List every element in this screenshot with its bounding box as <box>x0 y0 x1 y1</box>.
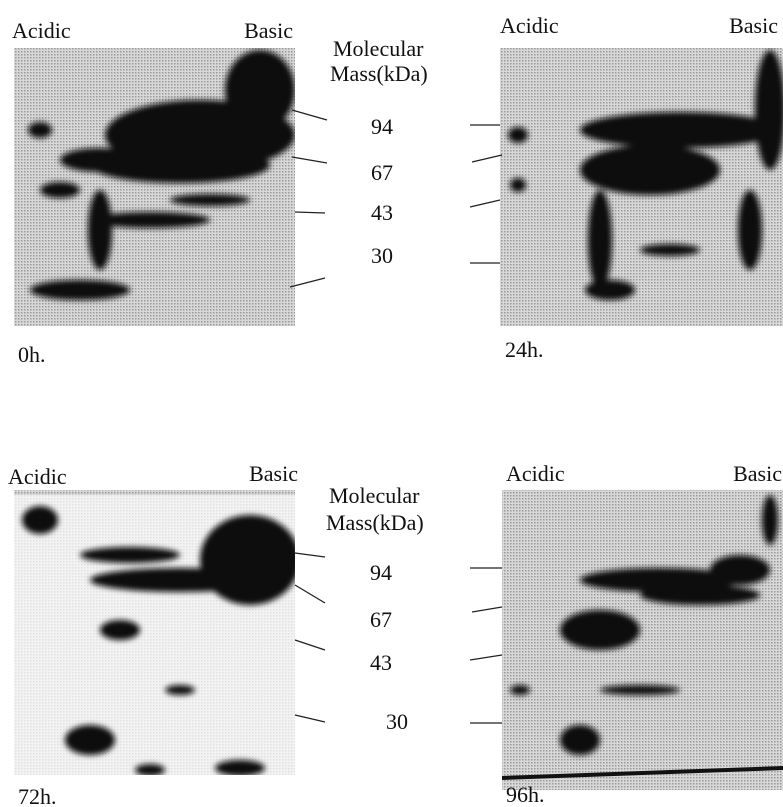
basic-label: Basic <box>729 13 778 38</box>
marker-title: Mass(kDa) <box>330 61 428 86</box>
acidic-label: Acidic <box>8 464 67 489</box>
gel-image <box>502 490 783 790</box>
acidic-label: Acidic <box>506 461 565 486</box>
marker-value: 30 <box>386 709 408 734</box>
gel-image <box>14 48 295 326</box>
time-label: 72h. <box>18 784 57 807</box>
marker-value: 30 <box>371 243 393 268</box>
marker-lines <box>289 109 503 288</box>
marker-value: 43 <box>370 650 392 675</box>
basic-label: Basic <box>249 461 298 486</box>
marker-title: Molecular <box>329 483 420 508</box>
marker-title: Molecular <box>333 36 424 61</box>
time-label: 24h. <box>505 337 544 362</box>
basic-label: Basic <box>733 461 782 486</box>
time-label: 96h. <box>506 782 545 807</box>
marker-value: 43 <box>371 200 393 225</box>
marker-value: 67 <box>371 160 393 185</box>
marker-title: Mass(kDa) <box>326 510 424 535</box>
gel-image <box>14 490 295 775</box>
marker-lines <box>294 552 503 724</box>
marker-value: 94 <box>371 114 393 139</box>
marker-value: 67 <box>370 607 392 632</box>
gel-image <box>500 48 783 326</box>
acidic-label: Acidic <box>500 13 559 38</box>
acidic-label: Acidic <box>12 18 71 43</box>
marker-value: 94 <box>370 560 392 585</box>
time-label: 0h. <box>18 342 46 367</box>
basic-label: Basic <box>244 18 293 43</box>
